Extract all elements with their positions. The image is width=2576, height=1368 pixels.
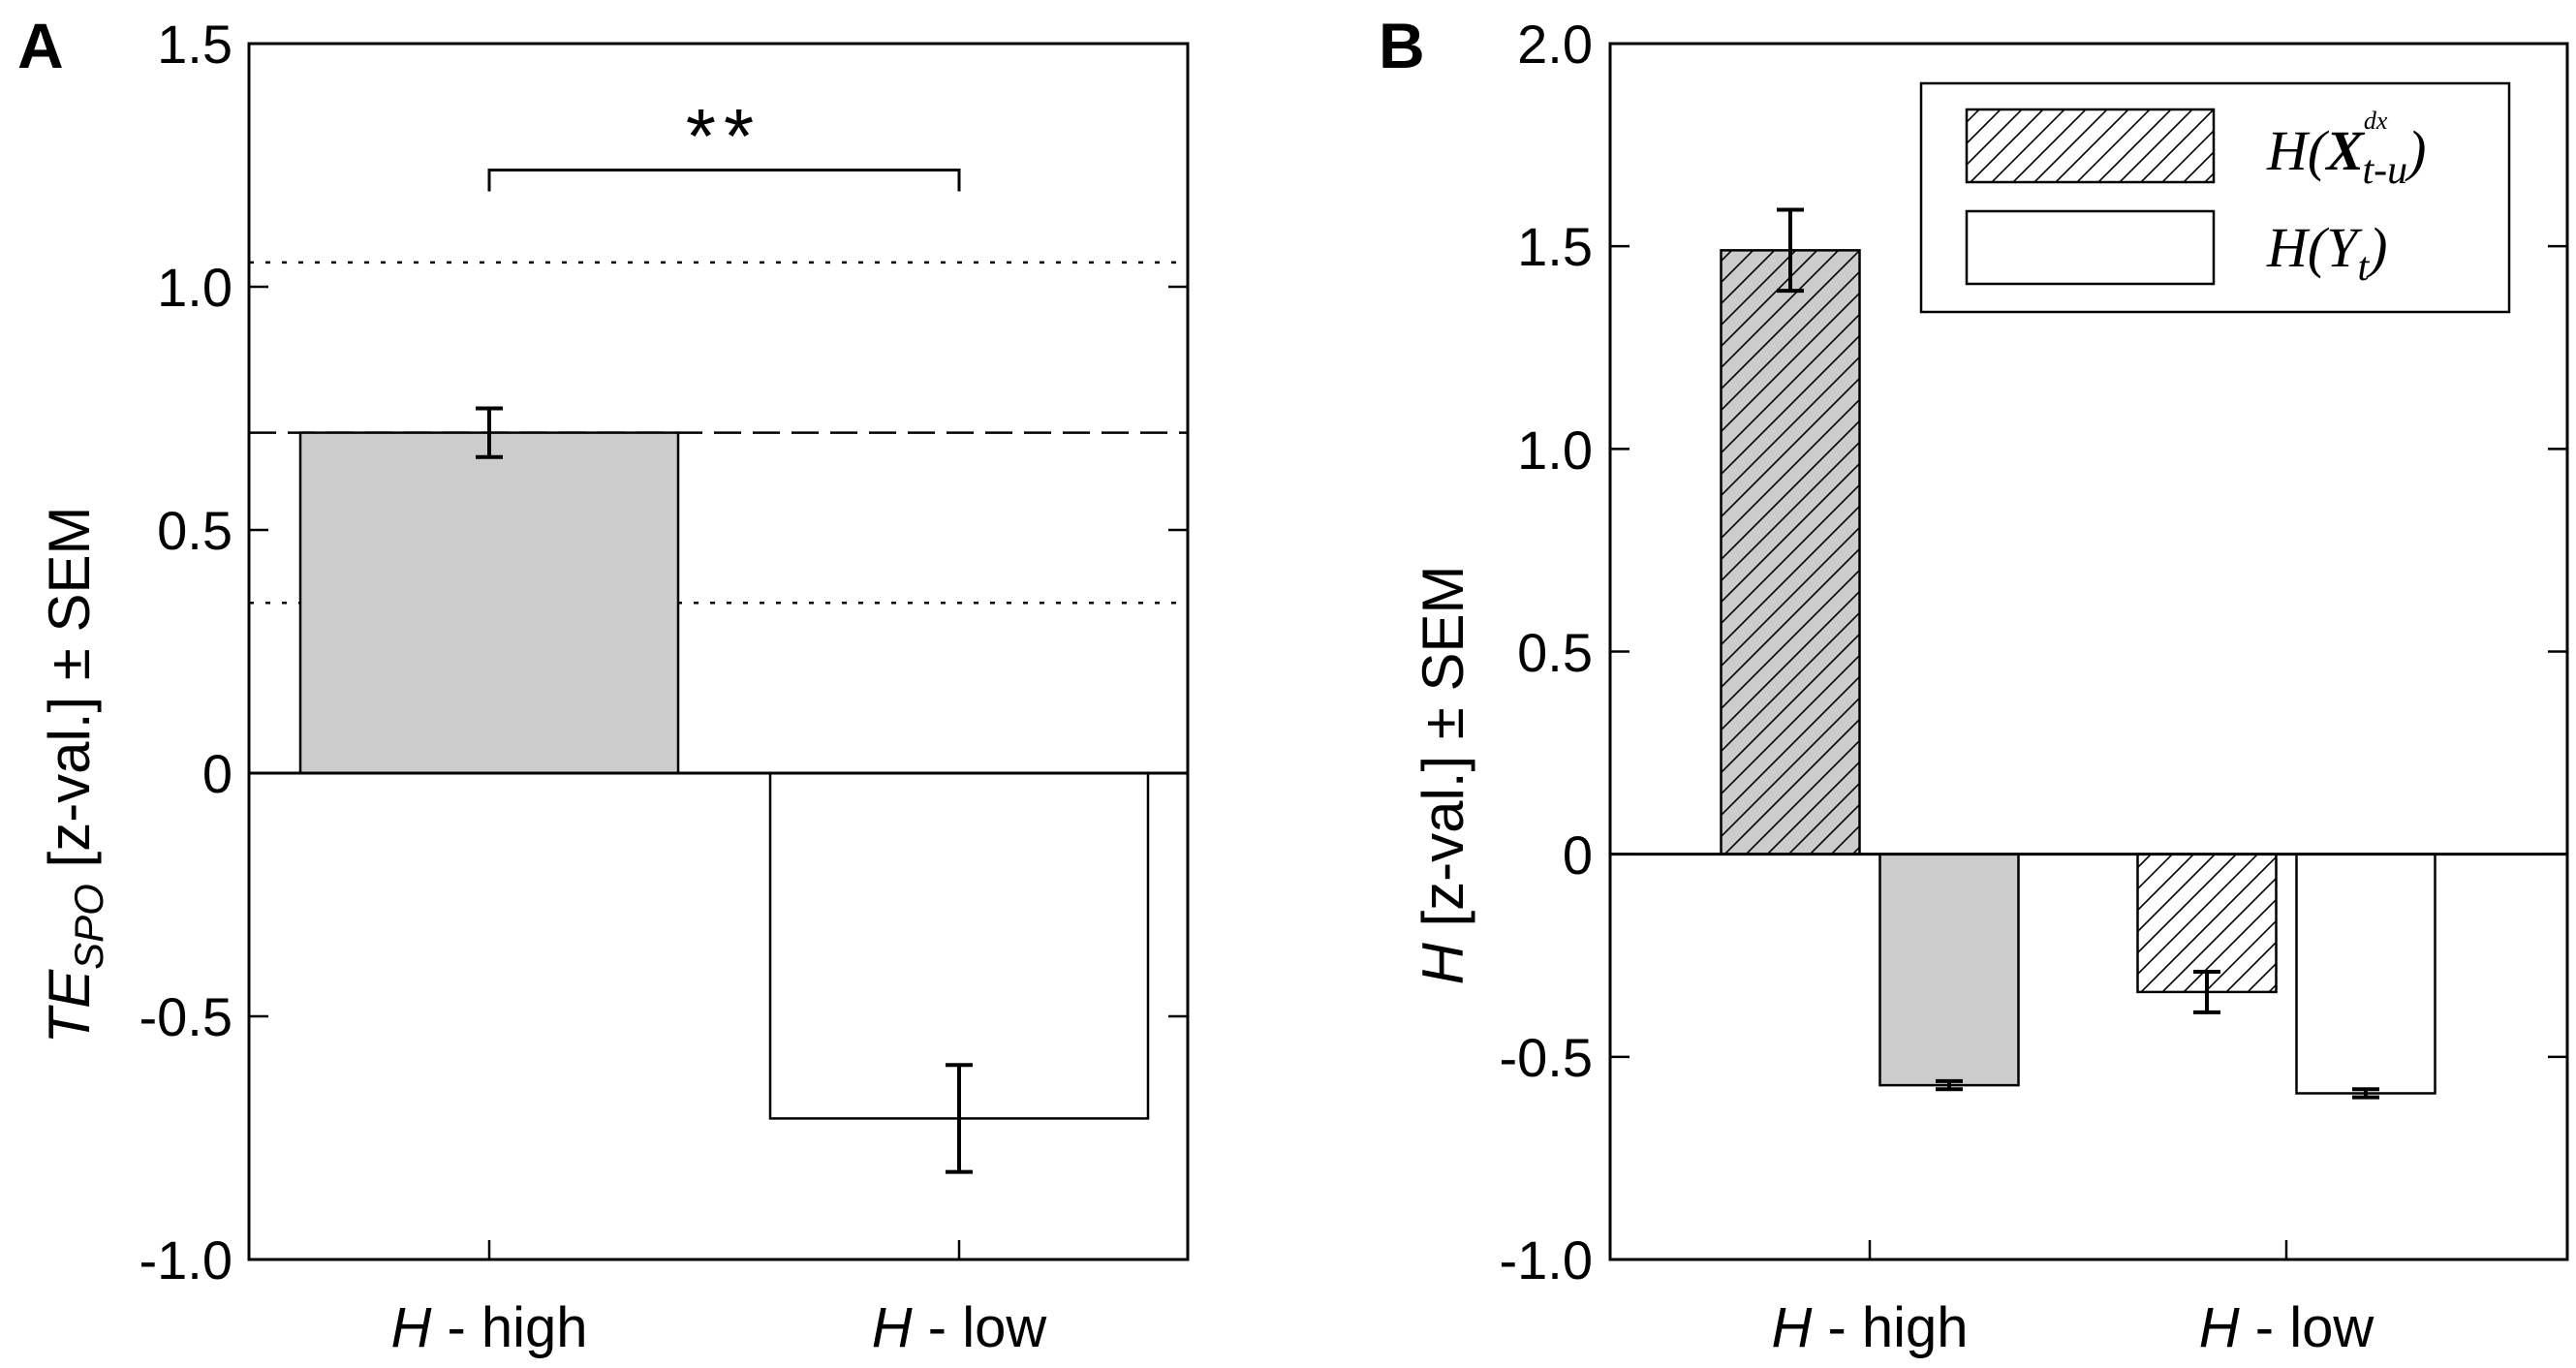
legend-hx-bold: X [2324,119,2365,182]
panel-letter-b: B [1379,10,1425,81]
panel-b-xtick-rest: - high [1812,1296,1968,1359]
panel-a-ylabel-rest: [z-val.] ± SEM [37,506,102,884]
panel-a-xtick-label: H - high [390,1296,587,1359]
legend-hy-close: ) [2366,216,2387,279]
panel-a-ytick-label: 1.5 [157,14,233,75]
panel-a-ytick-label: -1.0 [140,1229,233,1290]
panel-b-plot [1608,42,2569,1261]
panel-a-xtick-rest: - low [913,1296,1048,1359]
legend-label-hx: H(Xdx t-u) [2266,107,2426,193]
panel-b-ylabel: H [z-val.] ± SEM [1411,566,1475,985]
legend-hx-close: ) [2405,119,2426,182]
panel-a-plot [247,42,1190,1261]
legend-hy-sub: t [2357,245,2370,290]
panel-a-xtick-italic: H [390,1296,431,1359]
legend: H(Xdx t-u) H(Yt) [1919,81,2511,314]
panel-b-bar [2295,853,2436,1095]
panel-a-significance-bracket [487,169,961,192]
panel-b: B H [z-val.] ± SEM 2.0 1.5 1.0 0.5 0 -0.… [1379,10,2569,1359]
panel-b-ytick-label: 2.0 [1517,14,1593,75]
panel-a-ytick-label: -0.5 [140,986,233,1047]
panel-b-xtick-label: H - high [1771,1296,1968,1359]
panel-b-xtick-italic: H [2199,1296,2240,1359]
legend-hx-main: H( [2266,119,2330,182]
panel-b-xtick-label: H - low [2199,1296,2375,1359]
panel-b-ytick-label: 0.5 [1517,622,1593,683]
panel-b-ylabel-rest: [z-val.] ± SEM [1411,566,1475,944]
panel-a-frame [247,42,1190,1261]
panel-a-ytick-label: 0.5 [157,500,233,561]
panel-a-ylabel-sub: SPO [66,884,111,970]
panel-a-xtick-rest: - high [431,1296,587,1359]
legend-hy-main: H(Y [2266,216,2363,279]
panel-b-frame [1608,42,2569,1261]
panel-a-ytick-label: 0 [202,743,233,804]
legend-hx-sup: dx [2364,107,2388,135]
panel-a: A TESPO [z-val.] ± SEM 1.5 1.0 0.5 0 -0.… [17,10,1190,1359]
panel-b-bar [1720,249,1861,855]
legend-swatch-hatched [1965,108,2216,184]
panel-a-ytick-label: 1.0 [157,257,233,318]
panel-b-ylabel-main: H [1411,943,1475,985]
panel-a-significance-label: ** [686,93,761,179]
panel-b-xtick-italic: H [1771,1296,1812,1359]
panel-letter-a: A [17,10,64,81]
panel-b-ytick-label: 1.0 [1517,420,1593,481]
panel-b-xtick-rest: - low [2240,1296,2375,1359]
panel-b-bar [1878,853,2020,1087]
legend-label-hy: H(Yt) [2266,216,2387,290]
panel-a-bar [298,431,680,775]
panel-a-xtick-italic: H [872,1296,913,1359]
panel-b-ytick-label: -0.5 [1500,1027,1594,1088]
panel-b-ytick-label: 0 [1563,824,1593,886]
legend-swatch-solid [1965,209,2216,286]
panel-a-xtick-label: H - low [872,1296,1048,1359]
panel-b-ytick-label: -1.0 [1500,1229,1594,1290]
panel-b-ytick-label: 1.5 [1517,216,1593,277]
legend-hx-sub: t-u [2362,148,2407,193]
panel-a-ylabel: TESPO [z-val.] ± SEM [37,506,111,1043]
panel-a-ylabel-main: TE [37,969,102,1044]
